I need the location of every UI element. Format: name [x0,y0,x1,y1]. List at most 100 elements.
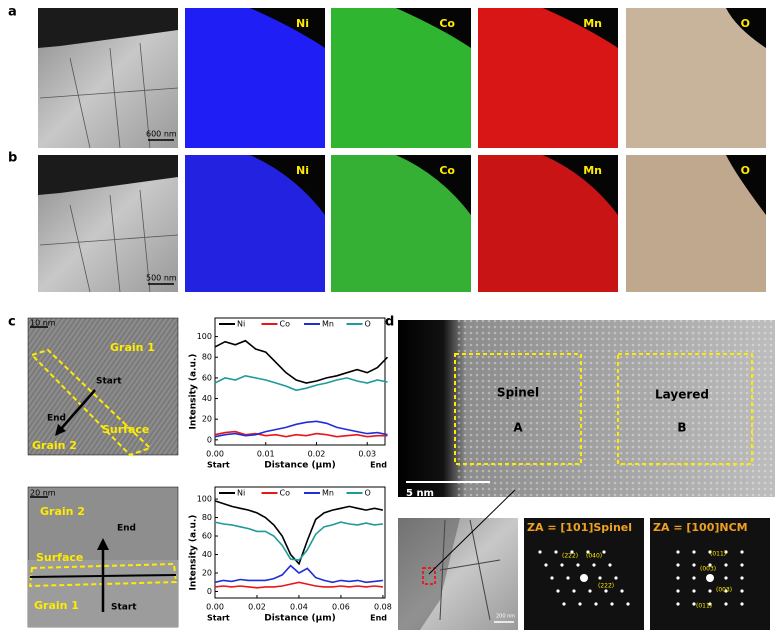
diffraction-spot [740,576,744,580]
y-axis-title: Intensity (a.u.) [189,515,199,591]
diffraction-spot [676,550,680,554]
x-tick-label: 0.02 [308,450,326,459]
legend-label: O [365,489,371,498]
diffraction-spot [560,563,564,567]
background [726,155,766,215]
element-label: Mn [583,17,602,30]
diffraction-spot [676,563,680,567]
diffraction-spot [538,550,542,554]
image-row: 500 nm Ni Co Mn O [38,155,766,293]
diffraction-spot [626,602,630,606]
diffraction-spot [610,602,614,606]
series-line [214,521,383,561]
diffraction-spot [708,563,712,567]
region-label: Surface [102,423,149,436]
tem-image: 10 nm Grain 1 Start End Surface Grain 2 [27,317,179,457]
diffraction-spot [614,576,618,580]
carbon-layer [38,155,178,195]
region-label: Grain 2 [32,439,77,452]
region-label: Grain 1 [34,599,79,612]
element-label: O [741,164,750,177]
fft-title: ZA = [101]Spinel [527,521,632,534]
legend-label: Ni [237,320,245,329]
x-tick-label: 0.01 [257,450,275,459]
y-tick-label: 40 [202,394,212,403]
panel-label: b [8,151,17,166]
arrow-label: End [117,524,136,534]
diffraction-spot [554,550,558,554]
diffraction-spot [544,563,548,567]
diffraction-spot [692,576,696,580]
diffraction-spot [598,576,602,580]
diffraction-spot [724,550,728,554]
line-chart: 0 20 40 60 80 100 0.00 0.02 0.04 0.06 0.08 Start End… [189,486,392,624]
region-label: Layered [655,388,709,402]
y-tick-label: 80 [202,353,212,362]
y-tick-label: 20 [202,569,212,578]
diffraction-spot [570,550,574,554]
series-line [214,374,388,392]
background [726,8,766,48]
diffraction-spot [592,563,596,567]
arrow-label: End [47,414,66,424]
region-label: A [513,421,523,435]
element-label: O [741,17,750,30]
panel-label: d [385,315,394,330]
diffraction-spot [740,563,744,567]
x-tick-label: 0.03 [358,450,376,459]
y-tick-label: 20 [202,415,212,424]
diffraction-spot [724,576,728,580]
element-label: Co [439,164,455,177]
series-line [214,500,384,566]
diffraction-spot [608,563,612,567]
diffraction-spot [724,602,728,606]
background [250,155,325,215]
diffraction-spot [550,576,554,580]
legend-label: Mn [322,320,334,329]
diffraction-spot [692,550,696,554]
element-label: Ni [296,164,309,177]
y-tick-label: 60 [202,532,212,541]
plot-frame [214,486,386,599]
diffraction-spot [580,574,588,582]
diffraction-spot [740,589,744,593]
scale-bar-label: 500 nm [146,274,177,283]
x-end-label: Start [207,614,230,623]
region-label: Grain 2 [40,505,85,518]
spot-label: (222̄) [598,583,614,590]
panel-label: c [8,315,16,330]
element-map [626,8,766,148]
x-tick-label: 0.08 [374,603,392,612]
diffraction-spot [740,602,744,606]
x-tick-label: 0.00 [206,603,224,612]
element-label: Ni [296,17,309,30]
diffraction-spot [724,563,728,567]
y-axis-title: Intensity (a.u.) [189,354,199,430]
legend-label: Co [280,320,291,329]
background [250,8,325,48]
diffraction-spot [706,574,714,582]
element-label: Mn [583,164,602,177]
x-axis-title: Distance (μm) [264,614,336,624]
scale-bar-label: 10 nm [30,319,56,328]
diffraction-spot [604,589,608,593]
y-tick-label: 80 [202,513,212,522]
region-label: Spinel [497,386,539,400]
series-line [214,430,388,438]
x-end-label: Start [207,461,230,470]
diffraction-spot [740,550,744,554]
diffraction-spot [692,589,696,593]
background [543,8,618,48]
tem-image: 20 nm Grain 2 End Surface Start Grain 1 [27,486,179,628]
series-line [214,564,383,584]
x-end-label: End [370,461,387,470]
region-label: B [677,421,686,435]
diffraction-spot [566,576,570,580]
grain-boundaries [39,42,179,149]
y-tick-label: 100 [197,332,212,341]
scale-bar-label: 5 nm [406,488,434,499]
region-label: Surface [36,551,83,564]
x-end-label: End [370,614,387,623]
legend-label: Mn [322,489,334,498]
diffraction-spot [586,550,590,554]
